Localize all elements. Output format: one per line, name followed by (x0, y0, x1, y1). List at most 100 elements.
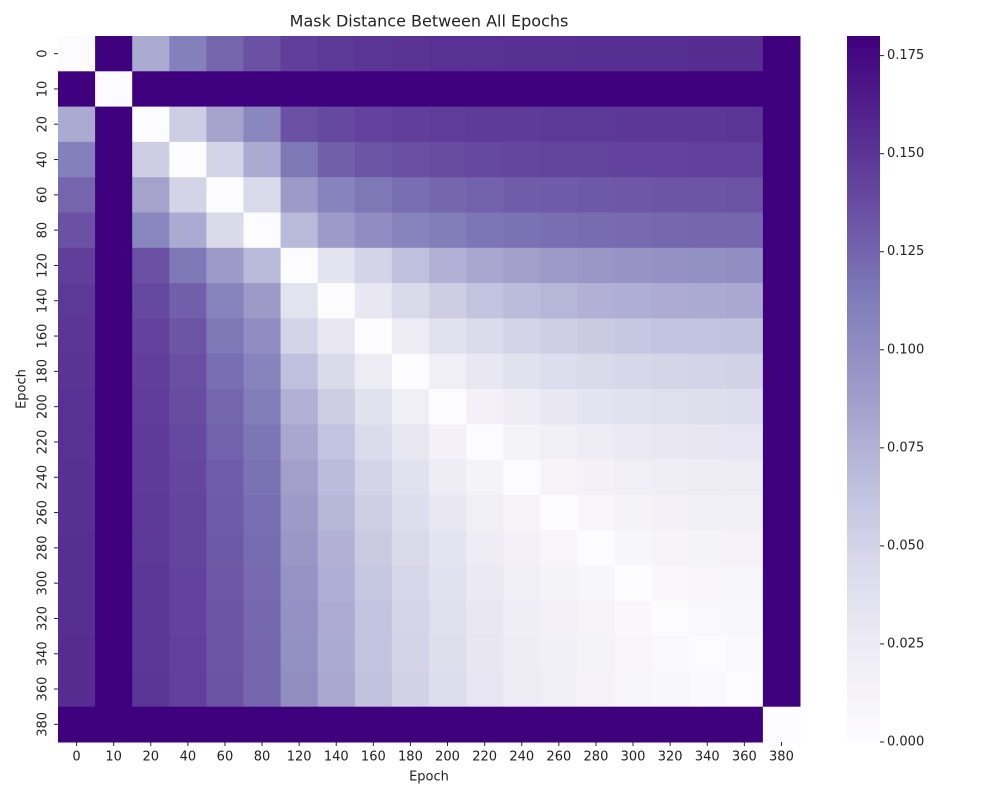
heatmap-cell (466, 494, 504, 531)
heatmap-cell (614, 141, 653, 178)
heatmap-cell (466, 389, 504, 425)
heatmap-cell (577, 424, 615, 461)
heatmap-cell (762, 318, 801, 355)
heatmap-cell (280, 600, 319, 637)
heatmap-cell (132, 106, 170, 143)
heatmap-cell (354, 600, 393, 637)
heatmap-cell (280, 494, 319, 531)
heatmap-cell (354, 177, 393, 213)
heatmap-cell (391, 424, 430, 461)
heatmap-cell (577, 459, 615, 496)
heatmap-cell (503, 177, 541, 213)
heatmap-cell (466, 530, 504, 566)
heatmap-cell (651, 247, 690, 284)
heatmap-cell (725, 71, 764, 108)
heatmap-cell (169, 71, 207, 108)
heatmap-cell (651, 671, 690, 708)
heatmap-cell (577, 177, 615, 213)
heatmap-cell (95, 247, 133, 284)
heatmap-cell (466, 600, 504, 637)
heatmap-cell (317, 565, 356, 602)
heatmap-cell (206, 494, 244, 531)
heatmap-cell (762, 212, 801, 249)
heatmap-cell (688, 530, 727, 566)
heatmap-cell (688, 141, 727, 178)
heatmap-cell (503, 141, 541, 178)
heatmap-cell (317, 706, 356, 743)
heatmap-cell (317, 106, 356, 143)
heatmap-cell (58, 600, 96, 637)
colorbar-tick-label: 0.100 (887, 342, 924, 357)
heatmap-cell (58, 283, 96, 319)
heatmap-cell (58, 459, 96, 496)
y-tick-label: 40 (36, 151, 51, 168)
heatmap-cell (206, 141, 244, 178)
heatmap-cell (317, 353, 356, 390)
heatmap-cell (466, 706, 504, 743)
heatmap-cell (688, 494, 727, 531)
heatmap-cell (540, 424, 578, 461)
heatmap-cell (206, 565, 244, 602)
heatmap-cell (725, 36, 764, 72)
heatmap-cell (354, 424, 393, 461)
heatmap-cell (391, 247, 430, 284)
x-tick-label: 300 (621, 750, 646, 765)
heatmap-cell (614, 636, 653, 672)
heatmap-cell (95, 424, 133, 461)
heatmap-cell (466, 283, 504, 319)
heatmap-cell (95, 389, 133, 425)
heatmap-cell (725, 530, 764, 566)
heatmap-cell (169, 318, 207, 355)
heatmap-cell (132, 247, 170, 284)
heatmap-cell (243, 71, 282, 108)
y-tick-label: 160 (36, 324, 51, 349)
heatmap-cell (540, 636, 578, 672)
heatmap-cell (429, 318, 467, 355)
heatmap-cell (762, 353, 801, 390)
heatmap-cell (280, 247, 319, 284)
heatmap-cell (540, 318, 578, 355)
heatmap-cell (206, 530, 244, 566)
x-tick-label: 0 (72, 750, 80, 765)
heatmap-cell (95, 36, 133, 72)
heatmap-cell (688, 459, 727, 496)
heatmap-cell (725, 459, 764, 496)
heatmap-cell (317, 671, 356, 708)
heatmap-cell (132, 424, 170, 461)
heatmap-cell (317, 318, 356, 355)
heatmap-cell (762, 636, 801, 672)
y-tick-label: 200 (36, 394, 51, 419)
heatmap-cell (540, 36, 578, 72)
heatmap-cell (725, 636, 764, 672)
heatmap-cell (429, 106, 467, 143)
heatmap-cell (503, 353, 541, 390)
heatmap-cell (391, 283, 430, 319)
y-tick-label: 280 (36, 535, 51, 560)
heatmap-cell (614, 459, 653, 496)
heatmap-cell (243, 671, 282, 708)
heatmap-cell (429, 71, 467, 108)
heatmap-cell (725, 565, 764, 602)
heatmap-cell (243, 494, 282, 531)
heatmap-cell (169, 530, 207, 566)
heatmap-cell (540, 530, 578, 566)
heatmap-cell (503, 318, 541, 355)
heatmap-cell (95, 494, 133, 531)
heatmap-cell (169, 494, 207, 531)
heatmap-cell (95, 71, 133, 108)
heatmap-cell (169, 141, 207, 178)
heatmap-cell (503, 106, 541, 143)
x-tick-label: 120 (287, 750, 312, 765)
heatmap-cell (206, 459, 244, 496)
heatmap-cell (132, 671, 170, 708)
heatmap-cell (354, 106, 393, 143)
heatmap-cell (762, 71, 801, 108)
heatmap-cell (95, 636, 133, 672)
colorbar-tick-label: 0.150 (887, 146, 924, 161)
heatmap-cell (243, 212, 282, 249)
heatmap-cell (391, 318, 430, 355)
heatmap-cell (577, 636, 615, 672)
heatmap-cell (58, 353, 96, 390)
heatmap-cell (614, 424, 653, 461)
heatmap-cell (317, 177, 356, 213)
